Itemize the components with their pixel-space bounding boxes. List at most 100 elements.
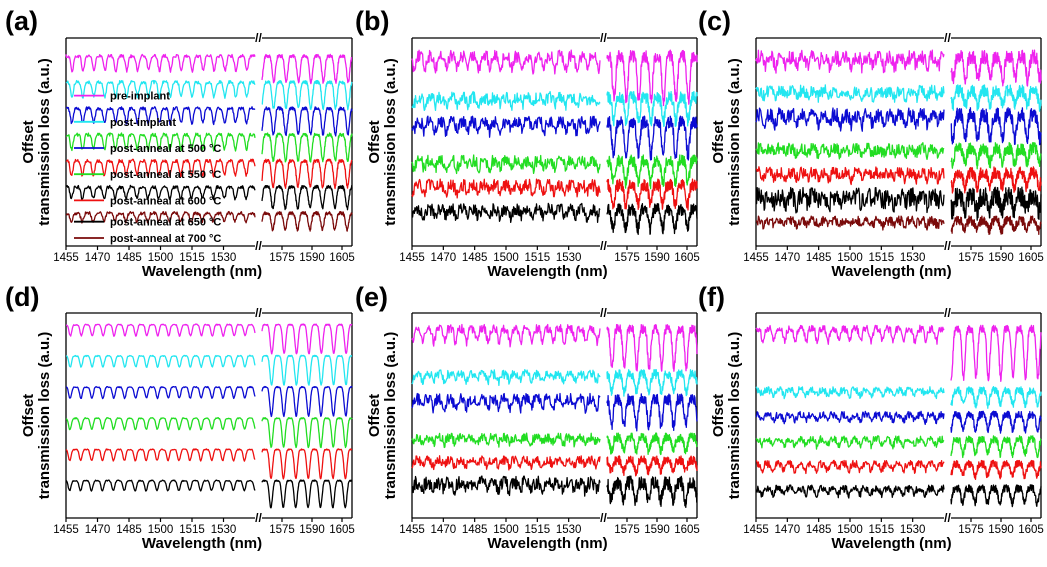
y-axis-title-line-1: Offset bbox=[20, 120, 37, 163]
panel-c: (c) // // 1455 1470 1485 1500 1515 1530 1575 1590 1… bbox=[698, 6, 1044, 280]
x-tick-label: 1470 bbox=[431, 524, 457, 536]
series-post-anneal-at-600-c bbox=[65, 448, 353, 480]
series-line-post-anneal-at-600-c-left bbox=[755, 166, 945, 186]
x-tick-label: 1530 bbox=[556, 252, 582, 264]
x-tick-label: 1455 bbox=[743, 252, 769, 264]
x-tick-label: 1500 bbox=[148, 524, 174, 536]
x-tick-label: 1455 bbox=[53, 524, 79, 536]
series-line-post-anneal-at-500-c-left bbox=[411, 392, 601, 414]
x-tick-label: 1530 bbox=[211, 252, 237, 264]
series-post-anneal-at-550-c bbox=[755, 435, 1042, 459]
series-line-post-anneal-at-500-c-left bbox=[755, 107, 945, 132]
series-line-post-anneal-at-550-c-right bbox=[606, 154, 698, 190]
y-axis-title-line-2: transmission loss (a.u.) bbox=[726, 332, 743, 500]
series-line-post-anneal-at-700-c-right bbox=[261, 210, 353, 232]
panel-label-f: (f) bbox=[698, 282, 725, 312]
x-tick-label: 1470 bbox=[431, 252, 457, 264]
x-tick-label: 1500 bbox=[837, 524, 863, 536]
series-line-post-anneal-at-650-c-right bbox=[950, 186, 1042, 221]
x-axis-title: Wavelength (nm) bbox=[831, 263, 951, 280]
axis-break-mark-bottom: // bbox=[600, 511, 607, 525]
x-tick-label: 1515 bbox=[179, 524, 205, 536]
series-post-anneal-at-600-c bbox=[411, 455, 698, 477]
legend-item-post-implant: post-implant bbox=[74, 117, 176, 129]
legend-item-post-anneal-at-650-c: post-anneal at 650 °C bbox=[74, 217, 221, 229]
series-pre-implant bbox=[755, 49, 1042, 87]
x-tick-label: 1485 bbox=[462, 524, 488, 536]
x-tick-label: 1500 bbox=[148, 252, 174, 264]
series-line-post-anneal-at-550-c-left bbox=[65, 132, 256, 152]
axis-break-mark-top: // bbox=[600, 31, 607, 45]
axis-break-mark-top: // bbox=[944, 31, 951, 45]
series-post-anneal-at-650-c bbox=[65, 184, 353, 211]
x-axis-title: Wavelength (nm) bbox=[831, 535, 951, 552]
series-post-anneal-at-550-c bbox=[755, 142, 1042, 170]
series-post-implant bbox=[411, 368, 698, 397]
x-tick-label: 1605 bbox=[329, 252, 355, 264]
x-tick-label: 1530 bbox=[556, 524, 582, 536]
legend-label: post-implant bbox=[110, 117, 176, 129]
series-post-anneal-at-500-c bbox=[65, 106, 353, 137]
series-line-post-anneal-at-550-c-left bbox=[755, 142, 945, 161]
series-line-pre-implant-left bbox=[65, 323, 256, 337]
series-line-post-anneal-at-500-c-left bbox=[411, 115, 601, 138]
series-post-anneal-at-700-c bbox=[65, 210, 353, 232]
series-line-post-anneal-at-500-c-right bbox=[261, 106, 353, 137]
series-line-pre-implant-right bbox=[261, 323, 353, 355]
y-axis-title-line-2: transmission loss (a.u.) bbox=[36, 58, 53, 226]
axis-break-mark-bottom: // bbox=[944, 239, 951, 253]
series-line-post-anneal-at-600-c-right bbox=[606, 178, 698, 211]
series-line-post-anneal-at-600-c-right bbox=[950, 459, 1042, 481]
series-line-post-anneal-at-650-c-left bbox=[65, 479, 256, 492]
x-tick-label: 1590 bbox=[988, 252, 1014, 264]
series-line-post-anneal-at-650-c-left bbox=[411, 475, 601, 497]
axis-break-mark-bottom: // bbox=[944, 511, 951, 525]
x-tick-label: 1575 bbox=[269, 252, 295, 264]
series-line-post-implant-right bbox=[261, 354, 353, 386]
series-line-post-anneal-at-600-c-left bbox=[65, 448, 256, 462]
x-axis-title: Wavelength (nm) bbox=[487, 535, 607, 552]
legend-label: post-anneal at 700 °C bbox=[110, 233, 221, 245]
series-line-post-anneal-at-650-c-left bbox=[755, 484, 945, 499]
axis-break-mark-top: // bbox=[944, 306, 951, 320]
x-tick-label: 1605 bbox=[674, 252, 700, 264]
y-axis-title-line-2: transmission loss (a.u.) bbox=[36, 332, 53, 500]
series-line-post-anneal-at-500-c-right bbox=[606, 393, 698, 432]
legend-item-post-anneal-at-500-c: post-anneal at 500 °C bbox=[74, 143, 221, 155]
series-line-post-implant-left bbox=[411, 369, 601, 387]
x-tick-label: 1530 bbox=[900, 524, 926, 536]
series-post-anneal-at-600-c bbox=[65, 158, 353, 190]
series-line-post-anneal-at-700-c-left bbox=[755, 215, 945, 231]
series-line-post-implant-left bbox=[755, 84, 945, 104]
series-post-anneal-at-550-c bbox=[411, 432, 698, 456]
panel-label-a: (a) bbox=[5, 6, 38, 36]
series-post-anneal-at-500-c bbox=[755, 107, 1042, 146]
series-line-post-anneal-at-650-c-right bbox=[950, 484, 1042, 508]
series-post-anneal-at-700-c bbox=[755, 215, 1042, 235]
series-post-anneal-at-500-c bbox=[755, 410, 1042, 434]
series-line-post-anneal-at-500-c-left bbox=[65, 106, 256, 126]
y-axis-title-line-1: Offset bbox=[20, 394, 37, 437]
series-post-implant bbox=[65, 79, 353, 111]
y-axis-title-line-2: transmission loss (a.u.) bbox=[382, 332, 399, 500]
series-line-post-anneal-at-550-c-left bbox=[755, 435, 945, 450]
series-line-post-anneal-at-600-c-right bbox=[261, 158, 353, 190]
series-line-post-anneal-at-500-c-right bbox=[606, 115, 698, 161]
x-tick-label: 1455 bbox=[399, 524, 425, 536]
x-tick-label: 1470 bbox=[775, 252, 801, 264]
series-line-post-anneal-at-550-c-left bbox=[411, 154, 601, 175]
x-tick-label: 1500 bbox=[493, 252, 519, 264]
series-post-anneal-at-600-c bbox=[411, 178, 698, 211]
series-post-implant bbox=[755, 84, 1042, 112]
series-line-pre-implant-right bbox=[606, 49, 698, 107]
y-axis-title-line-1: Offset bbox=[366, 120, 383, 163]
panel-d: (d) // // 1455 1470 1485 1500 1515 1530 1575 1590 1… bbox=[5, 282, 355, 552]
series-line-post-anneal-at-500-c-left bbox=[65, 385, 256, 400]
x-tick-label: 1500 bbox=[837, 252, 863, 264]
series-post-anneal-at-600-c bbox=[755, 166, 1042, 194]
series-line-pre-implant-left bbox=[411, 323, 601, 348]
series-line-post-anneal-at-600-c-right bbox=[261, 448, 353, 480]
x-tick-label: 1590 bbox=[299, 252, 325, 264]
axis-break-mark-bottom: // bbox=[600, 239, 607, 253]
legend: pre-implant post-implant post-anneal at 50… bbox=[74, 91, 221, 245]
